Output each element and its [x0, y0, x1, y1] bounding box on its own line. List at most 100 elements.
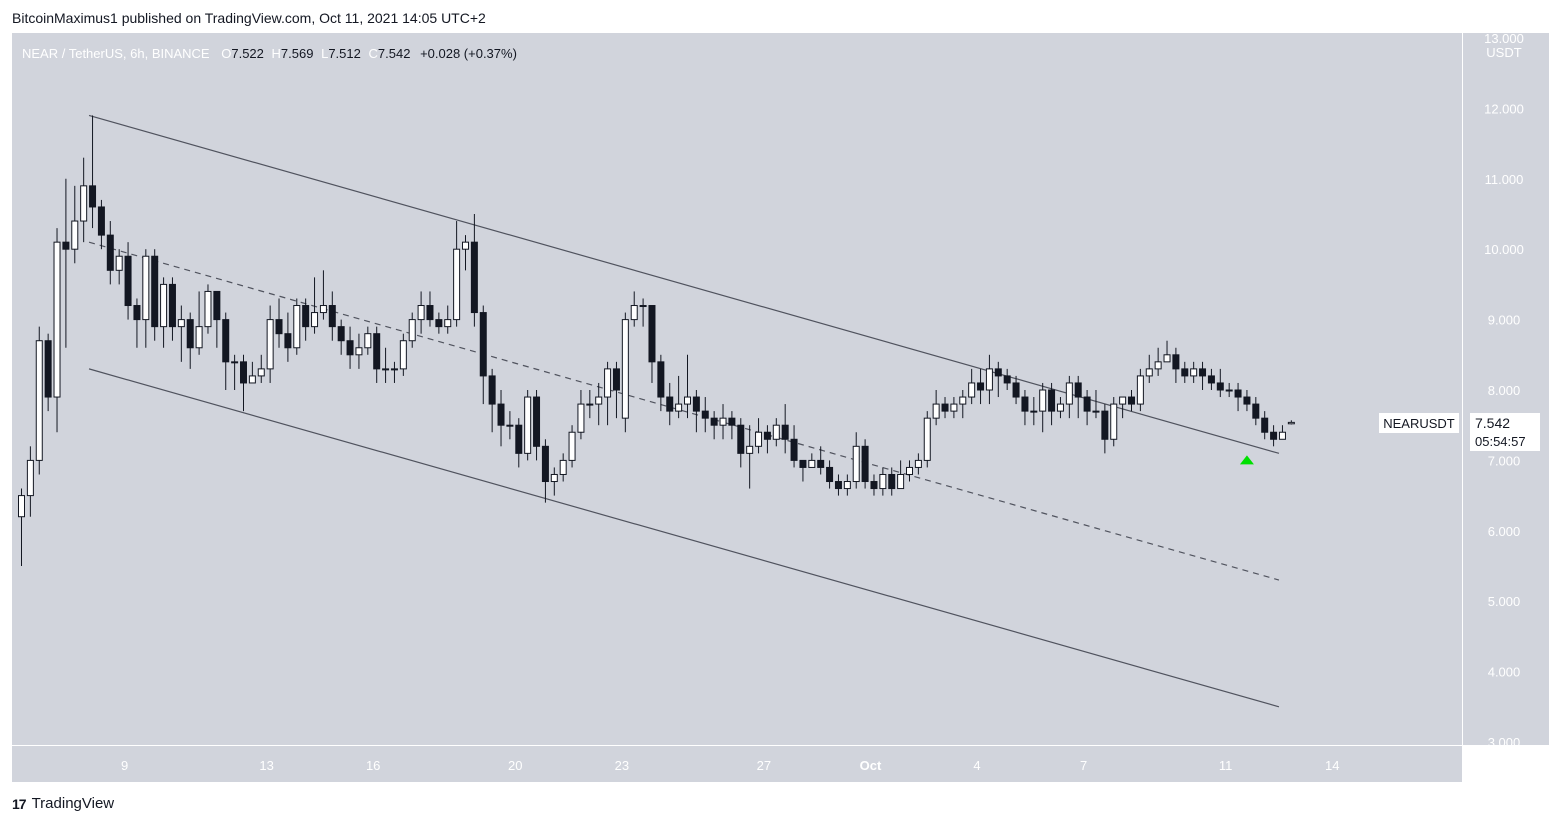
signal-marker — [1239, 455, 1254, 465]
candle — [1207, 368, 1215, 390]
candle — [462, 235, 469, 271]
candle — [453, 221, 461, 327]
price-chart[interactable]: 3.000 4.000 5.000 6.000 7.000 8.000 9.000 10.00… — [12, 33, 1549, 782]
candle-body — [1172, 354, 1180, 370]
price-tick-label: 10.000 — [1484, 242, 1524, 257]
time-ticks: 9 13 16 20 23 27 Oct 4 7 11 14 — [121, 758, 1340, 773]
candle — [710, 411, 718, 440]
candle-body — [1216, 382, 1224, 391]
candle — [53, 228, 61, 433]
candle-body — [1110, 403, 1118, 440]
candle-body — [648, 305, 656, 363]
candle-body — [595, 396, 603, 405]
candle — [1065, 375, 1073, 419]
candle — [612, 361, 620, 419]
candle — [1136, 368, 1144, 412]
candle — [1181, 361, 1189, 383]
candle — [977, 368, 985, 405]
time-axis[interactable] — [12, 746, 1462, 782]
candle-body — [701, 410, 709, 419]
candle-body — [328, 305, 336, 328]
candle-body — [985, 368, 993, 391]
candle-body — [160, 283, 168, 328]
candle-body — [994, 368, 1002, 377]
symbol-tag-label: NEARUSDT — [1383, 416, 1455, 431]
candle-body — [18, 495, 25, 518]
legend-high-value: 7.569 — [281, 46, 314, 61]
candle — [373, 326, 381, 383]
candle-body — [1074, 382, 1082, 398]
candle-body — [1207, 375, 1215, 384]
candle — [1243, 390, 1251, 412]
candle — [1234, 382, 1242, 412]
candle-body — [1181, 368, 1189, 377]
price-tick-label: 5.000 — [1488, 594, 1521, 609]
candle — [524, 390, 532, 461]
candle-body — [692, 396, 700, 412]
time-tick-label: 7 — [1080, 758, 1087, 773]
candle-body — [497, 403, 505, 426]
price-axis[interactable] — [1463, 33, 1549, 745]
candle-body — [1145, 368, 1153, 377]
candle-body — [1270, 431, 1278, 440]
time-tick-label: Oct — [860, 758, 882, 773]
candle-body — [1101, 410, 1109, 440]
candle — [888, 467, 896, 496]
candle — [257, 354, 265, 383]
publisher-byline: BitcoinMaximus1 published on TradingView… — [12, 10, 486, 26]
candle-body — [1199, 368, 1207, 377]
candle-body — [515, 424, 523, 454]
tradingview-brand[interactable]: 17 TradingView — [12, 795, 114, 812]
time-tick-label: 23 — [615, 758, 629, 773]
triangle-up-marker — [1239, 455, 1254, 465]
candle — [675, 375, 683, 419]
candle-body — [124, 255, 132, 307]
candle — [240, 354, 247, 412]
candle — [364, 326, 372, 355]
candle-body — [373, 333, 381, 370]
candle — [1110, 397, 1118, 447]
candle-body — [337, 326, 345, 342]
candle — [435, 312, 443, 334]
candle-body — [1261, 417, 1269, 433]
chart-frame[interactable]: 3.000 4.000 5.000 6.000 7.000 8.000 9.000 10.00… — [12, 33, 1549, 782]
candle-body — [97, 206, 105, 236]
candle — [843, 474, 851, 496]
candle-body — [1030, 410, 1038, 413]
candle — [133, 298, 141, 348]
candle-body — [204, 290, 212, 328]
candle-body — [1163, 354, 1171, 363]
candle — [35, 326, 43, 475]
candle — [319, 270, 327, 320]
candle — [1128, 390, 1135, 412]
candle-body — [1092, 410, 1100, 413]
candle — [399, 333, 407, 376]
candle-body — [666, 396, 674, 412]
candle — [382, 347, 390, 383]
candle — [923, 411, 931, 468]
candle — [666, 382, 674, 426]
candle — [1039, 382, 1047, 433]
candle — [497, 390, 505, 447]
candle-body — [462, 241, 469, 250]
candle-body — [35, 340, 43, 461]
candle-body — [959, 396, 967, 405]
candle-body — [213, 290, 221, 321]
candle — [639, 298, 647, 327]
plot-area[interactable] — [12, 33, 1462, 745]
candle — [985, 354, 993, 405]
candle — [648, 305, 656, 383]
candle-body — [710, 417, 718, 426]
candle — [763, 425, 771, 454]
candle-body — [222, 319, 230, 363]
candle — [808, 453, 816, 468]
candle-body — [781, 424, 789, 440]
candle-body — [834, 481, 842, 490]
price-tick-label: 4.000 — [1488, 665, 1521, 680]
price-ticks: 3.000 4.000 5.000 6.000 7.000 8.000 9.000 10.00… — [1484, 33, 1524, 750]
candle-body — [559, 459, 567, 475]
candle-body — [417, 305, 425, 321]
candle-body — [550, 473, 558, 483]
candle-body — [240, 361, 247, 384]
tradingview-logo-icon: 17 — [12, 795, 27, 812]
